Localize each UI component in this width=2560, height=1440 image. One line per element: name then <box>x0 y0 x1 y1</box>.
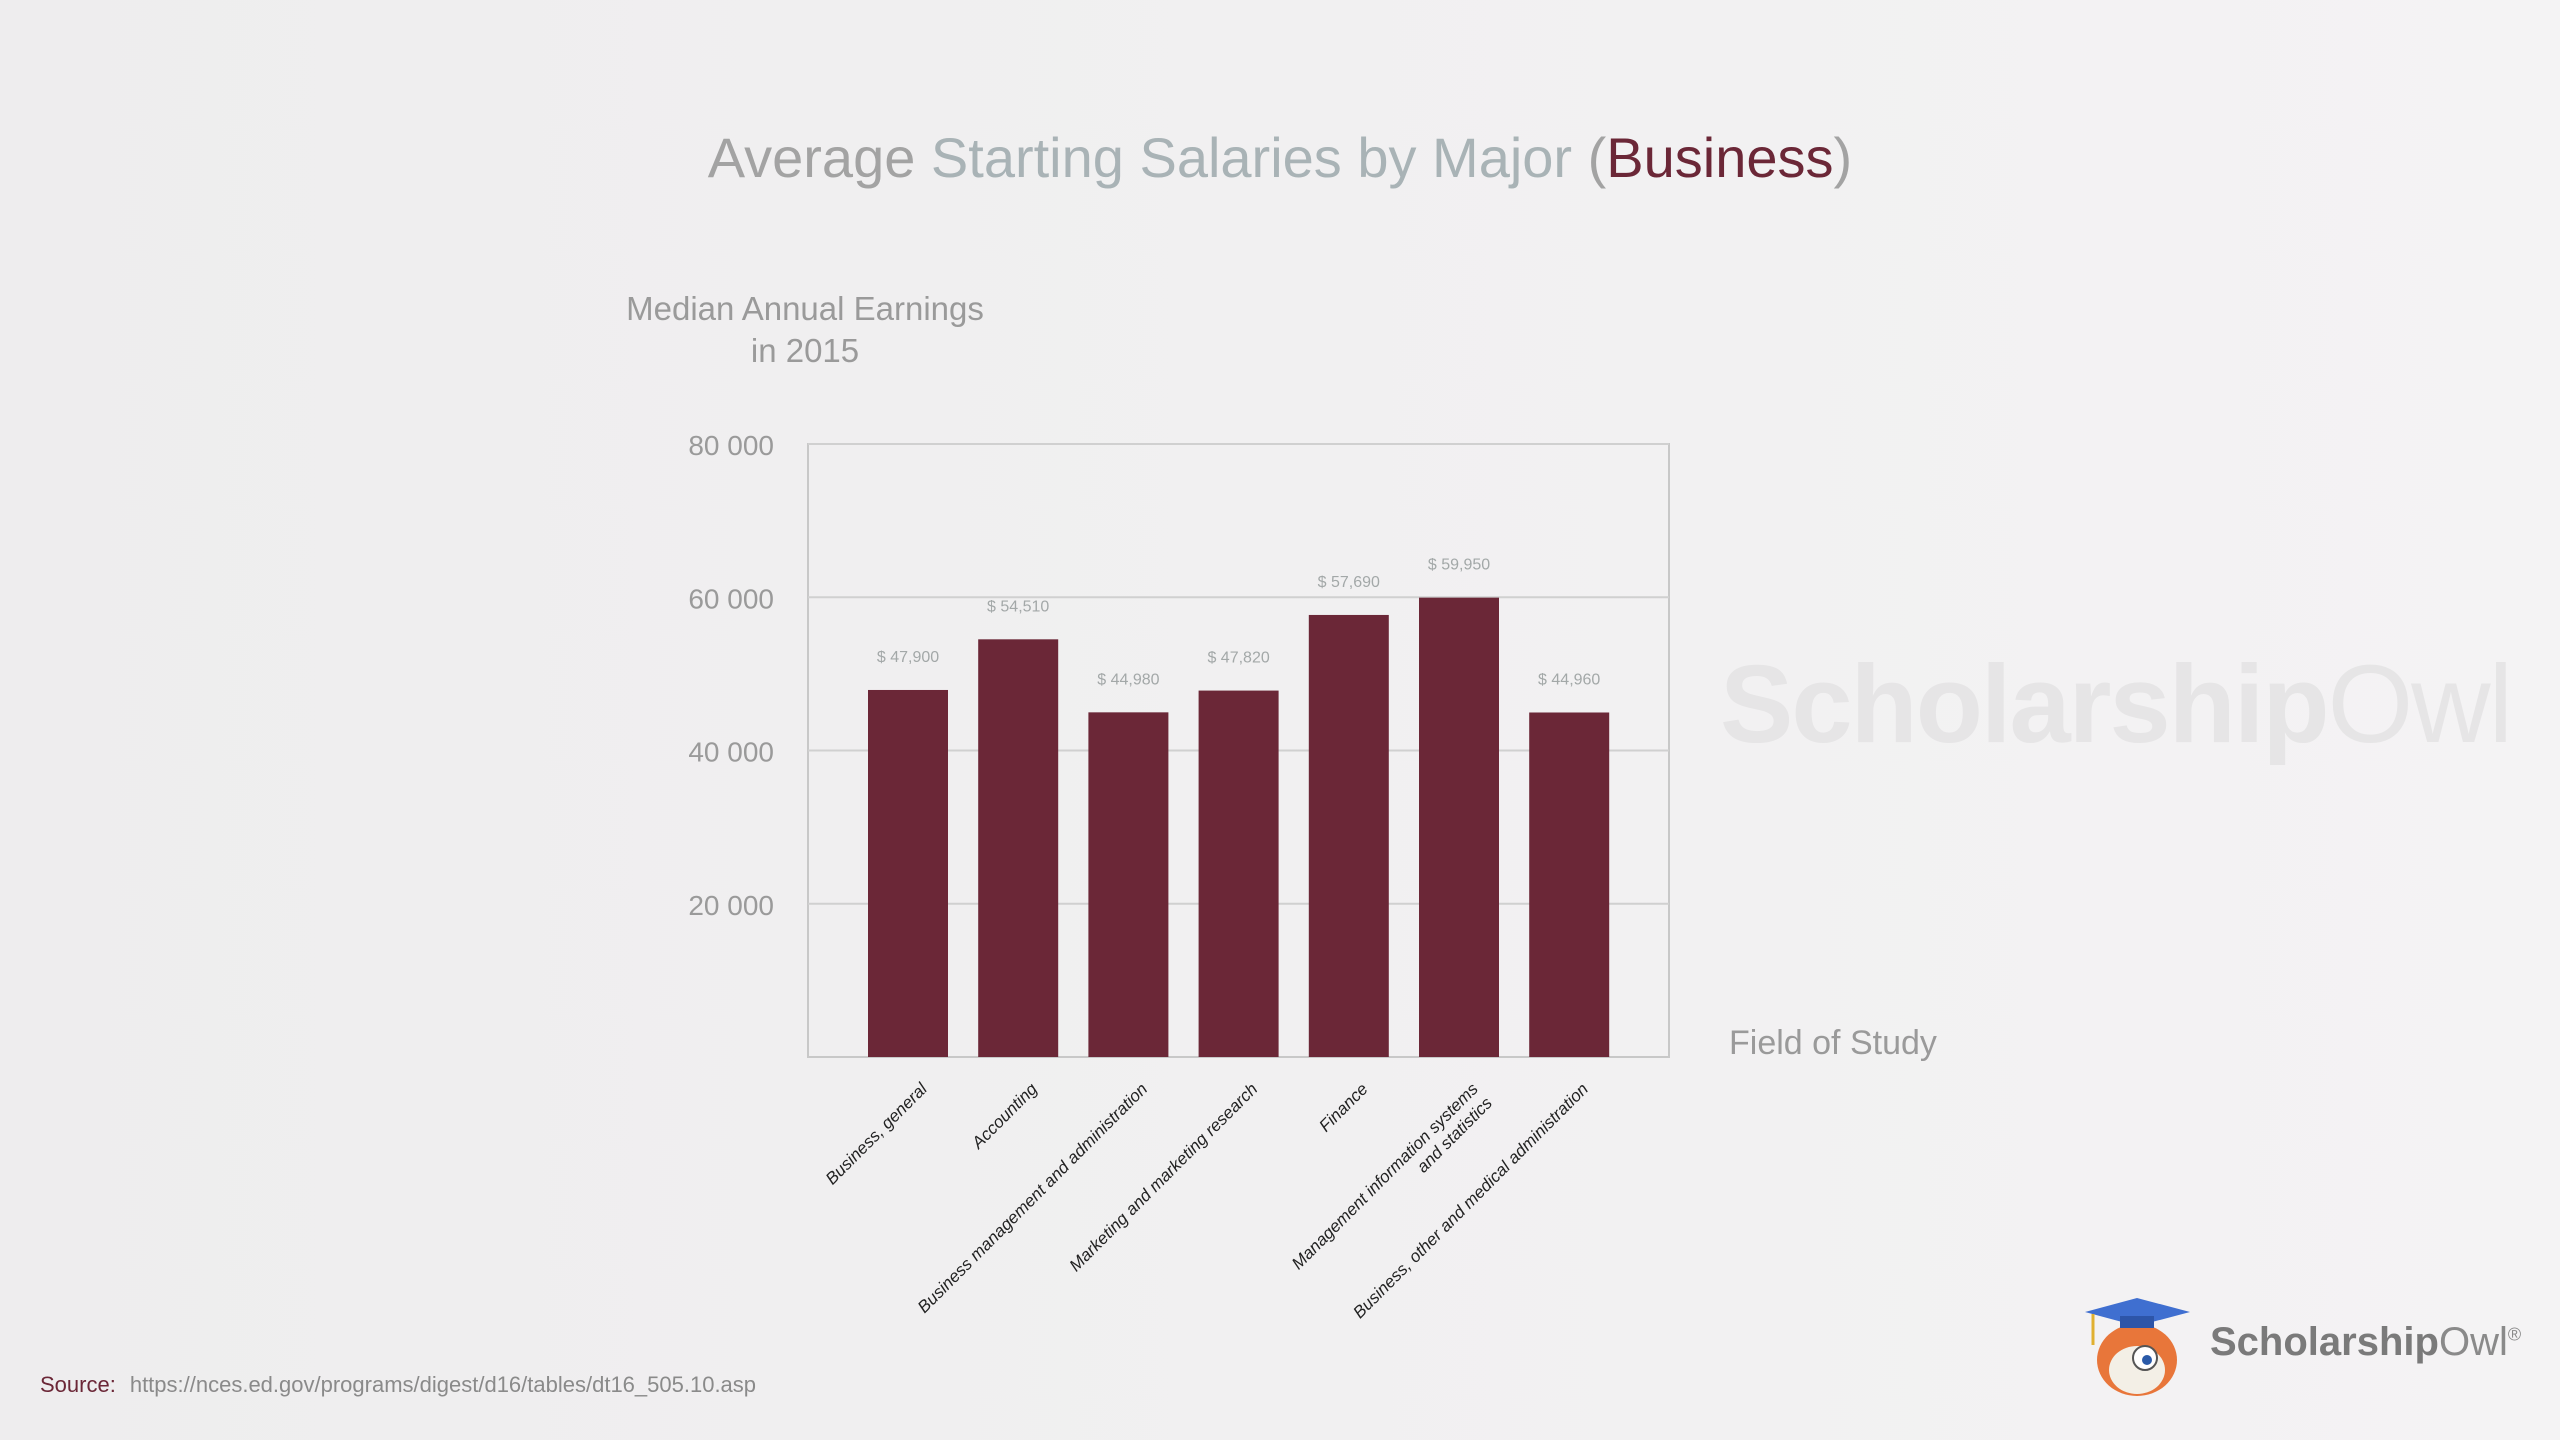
source-link[interactable]: https://nces.ed.gov/programs/digest/d16/… <box>129 1372 757 1397</box>
data-label: $ 54,510 <box>987 598 1049 615</box>
watermark-light: Owl <box>2327 643 2513 766</box>
bar <box>1088 712 1169 1057</box>
bar <box>1308 614 1389 1057</box>
watermark-bold: Scholarship <box>1720 643 2330 766</box>
x-tick-label: Management information systemsand statis… <box>1288 1079 1496 1287</box>
y-axis-title-line: in 2015 <box>750 332 860 369</box>
bar <box>1419 597 1499 1057</box>
bar <box>978 639 1059 1057</box>
title-part: ) <box>1833 126 1853 189</box>
logo-bold: Scholarship <box>2210 1320 2439 1364</box>
page-title: Average Starting Salaries by Major (Busi… <box>0 125 2560 190</box>
y-axis-title: Median Annual Earnings in 2015 <box>605 288 1005 372</box>
data-label: $ 47,820 <box>1207 650 1269 667</box>
title-part: Average <box>707 126 931 189</box>
scholarshipowl-logo: ScholarshipOwl® <box>2075 1290 2535 1400</box>
x-tick-label: Business, general <box>822 1079 932 1189</box>
x-tick-label: Marketing and marketing research <box>1066 1079 1262 1275</box>
data-label: $ 44,960 <box>1538 671 1600 688</box>
y-axis-title-line: Median Annual Earnings <box>626 290 984 327</box>
source-note: Source: https://nces.ed.gov/programs/dige… <box>40 1372 756 1398</box>
source-label: Source: <box>40 1372 116 1397</box>
x-tick-label: Accounting <box>967 1079 1041 1153</box>
data-label: $ 47,900 <box>877 649 939 666</box>
title-accent: Business <box>1606 126 1834 189</box>
x-axis-title: Field of Study <box>1729 1024 1937 1062</box>
logo-registered: ® <box>2507 1324 2522 1345</box>
y-tick-label: 40 000 <box>688 737 774 768</box>
data-label: $ 44,980 <box>1097 671 1159 688</box>
y-tick-label: 20 000 <box>688 890 774 921</box>
title-highlight: Starting Salaries by Major <box>930 126 1573 189</box>
watermark: ScholarshipOwl <box>1720 640 2513 770</box>
bar <box>1198 690 1279 1057</box>
y-tick-label: 60 000 <box>688 583 774 614</box>
data-label: $ 59,950 <box>1428 557 1490 574</box>
bar <box>1529 712 1610 1057</box>
data-label: $ 57,690 <box>1318 574 1380 591</box>
y-tick-label: 80 000 <box>688 430 774 461</box>
logo-light: Owl <box>2438 1320 2508 1364</box>
x-tick-label: Finance <box>1315 1079 1371 1135</box>
title-part: ( <box>1572 126 1607 189</box>
x-tick-label: Business management and administration <box>914 1079 1151 1316</box>
bar <box>868 689 948 1057</box>
owl-mascot-icon <box>2085 1298 2190 1396</box>
